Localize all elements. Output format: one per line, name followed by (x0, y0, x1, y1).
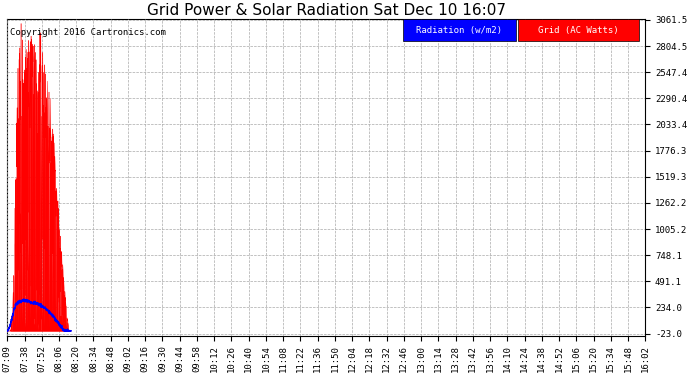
Title: Grid Power & Solar Radiation Sat Dec 10 16:07: Grid Power & Solar Radiation Sat Dec 10 … (147, 3, 506, 18)
Text: Copyright 2016 Cartronics.com: Copyright 2016 Cartronics.com (10, 28, 166, 38)
